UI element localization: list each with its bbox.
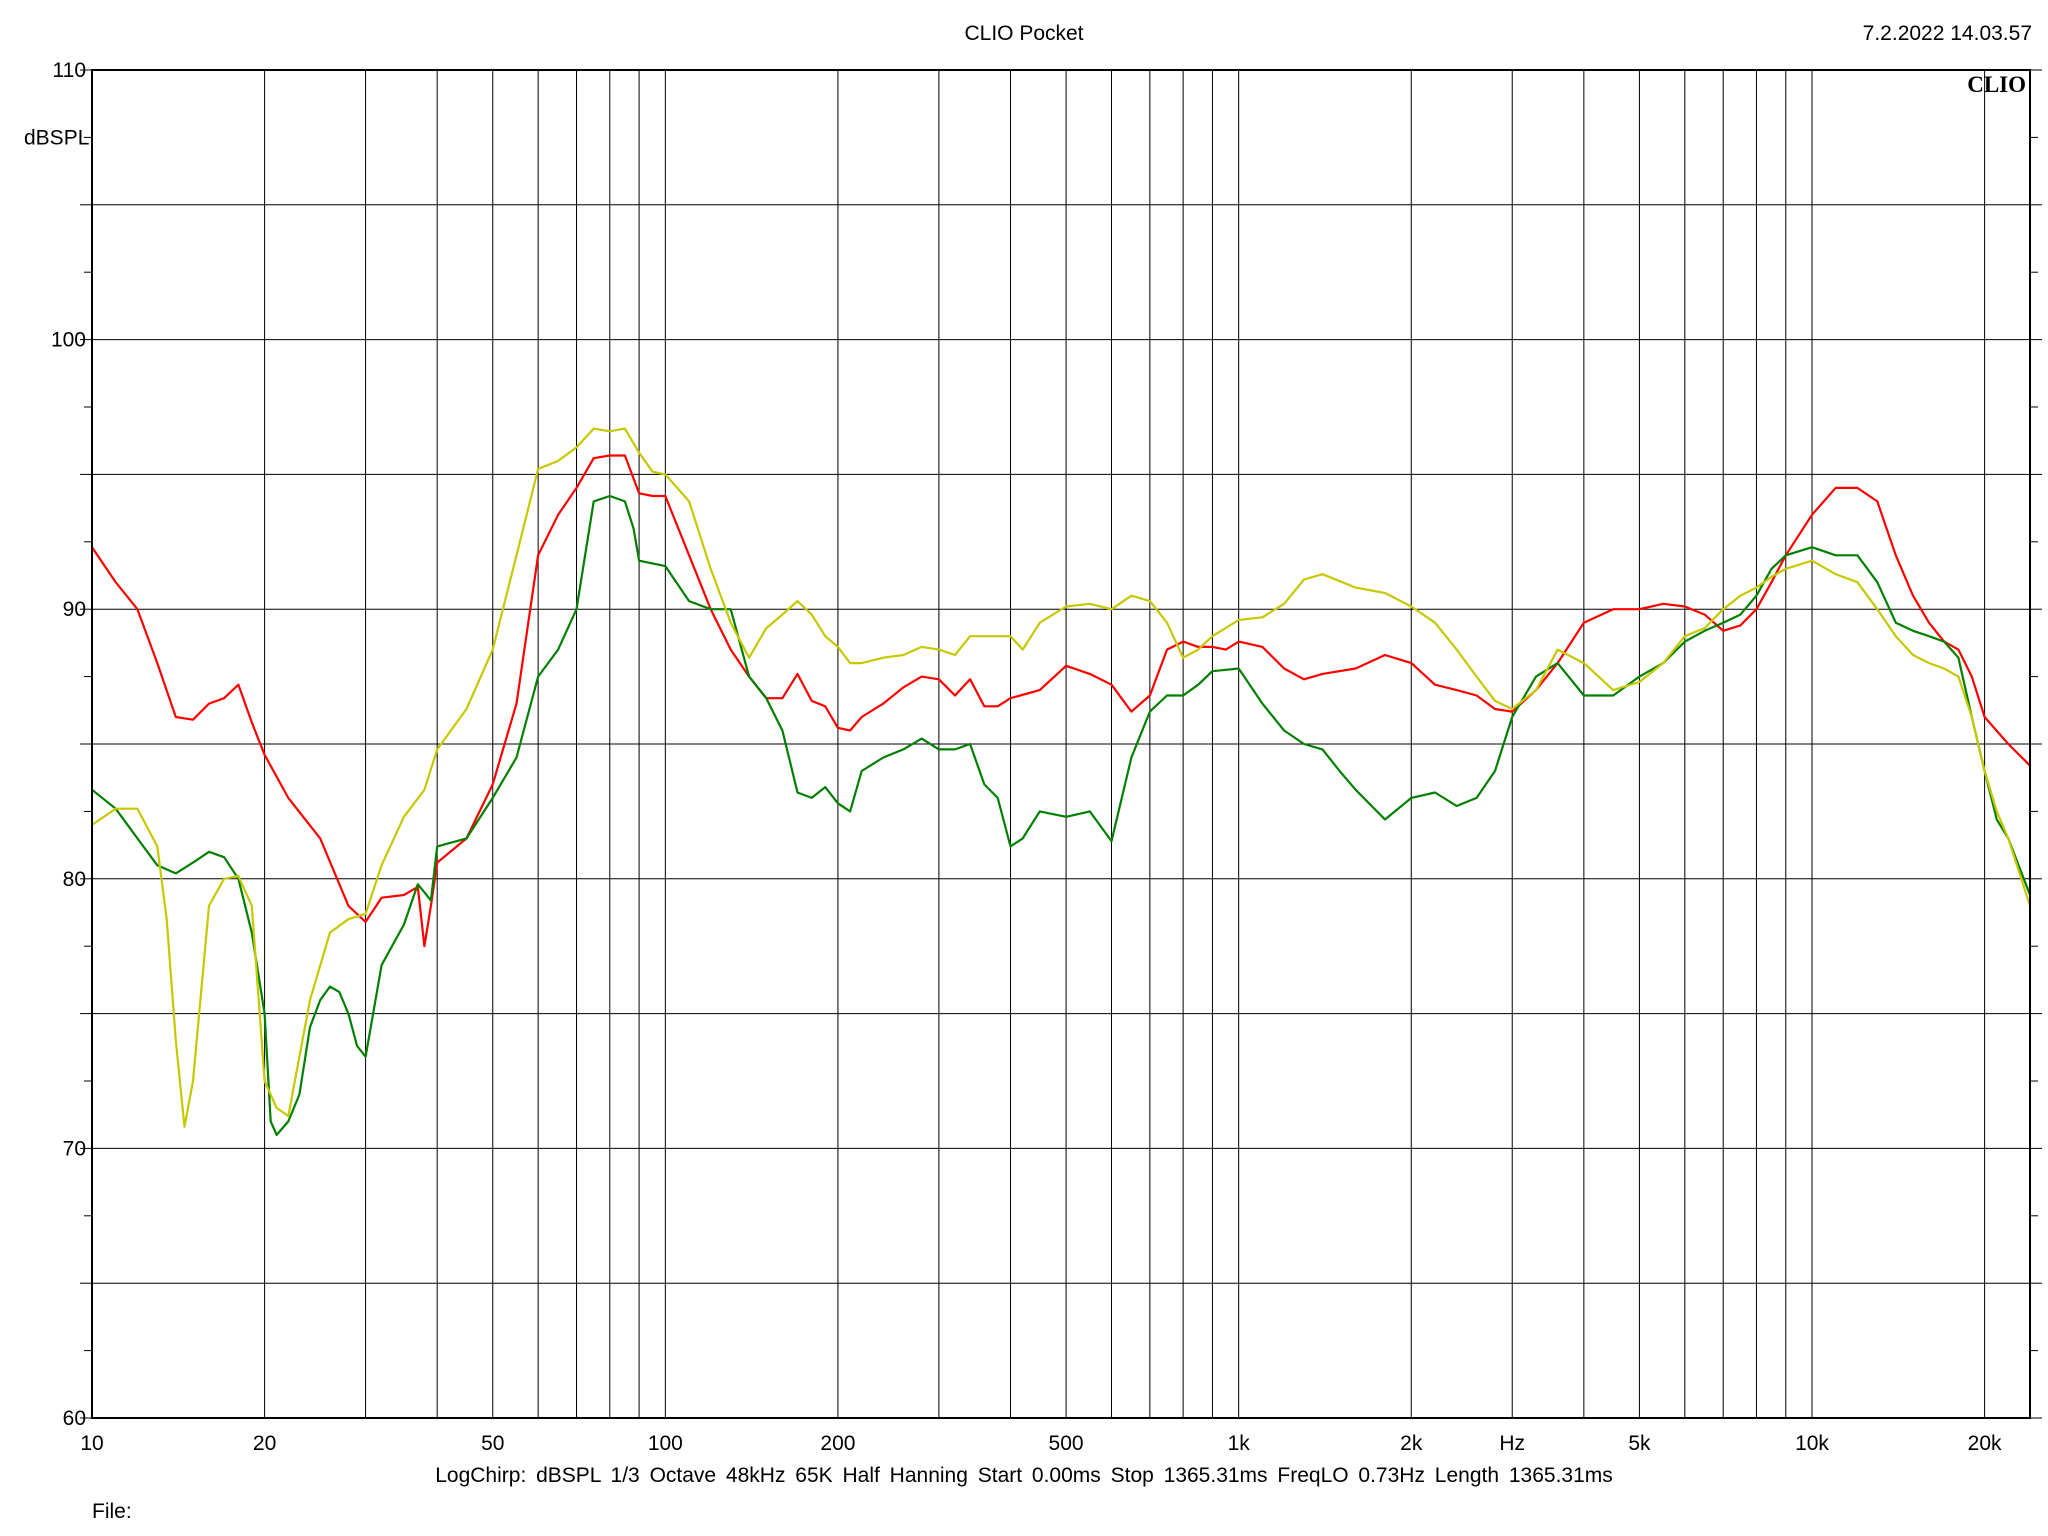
measurement-parameters: LogChirp: dBSPL 1/3 Octave 48kHz 65K Hal… (435, 1464, 1613, 1487)
series-line-1 (91, 454, 2031, 948)
chart-title: CLIO Pocket (964, 22, 1084, 45)
x-tick-label: 500 (1049, 1432, 1084, 1455)
timestamp: 7.2.2022 14.03.57 (1862, 22, 2032, 45)
y-tick-label: 60 (63, 1407, 86, 1430)
x-tick-label: 10 (80, 1432, 103, 1455)
series-line-3 (91, 427, 2032, 1128)
x-tick-label: 20 (253, 1432, 276, 1455)
x-tick-label: 50 (481, 1432, 504, 1455)
y-tick-label: 110 (53, 59, 86, 82)
series-line-2 (91, 494, 2032, 1137)
y-tick-label: 70 (63, 1137, 86, 1160)
x-tick-label: 200 (820, 1432, 855, 1455)
x-tick-label: 2k (1400, 1432, 1423, 1455)
x-tick-label: 100 (648, 1432, 683, 1455)
grid (80, 69, 2042, 1419)
x-axis-unit-label: Hz (1499, 1432, 1525, 1455)
y-tick-label: 100 (51, 329, 86, 352)
plot-frame (91, 69, 2031, 1419)
y-tick-label: 80 (63, 868, 86, 891)
file-label: File: (92, 1500, 132, 1523)
x-tick-label: 1k (1228, 1432, 1251, 1455)
series-group (91, 427, 2032, 1137)
y-tick-label: 90 (63, 598, 86, 621)
x-tick-label: 20k (1968, 1432, 2002, 1455)
x-tick-label: 5k (1628, 1432, 1651, 1455)
y-axis-label: dBSPL (24, 126, 89, 149)
x-tick-label: 10k (1795, 1432, 1829, 1455)
brand-mark: CLIO (1967, 72, 2026, 97)
